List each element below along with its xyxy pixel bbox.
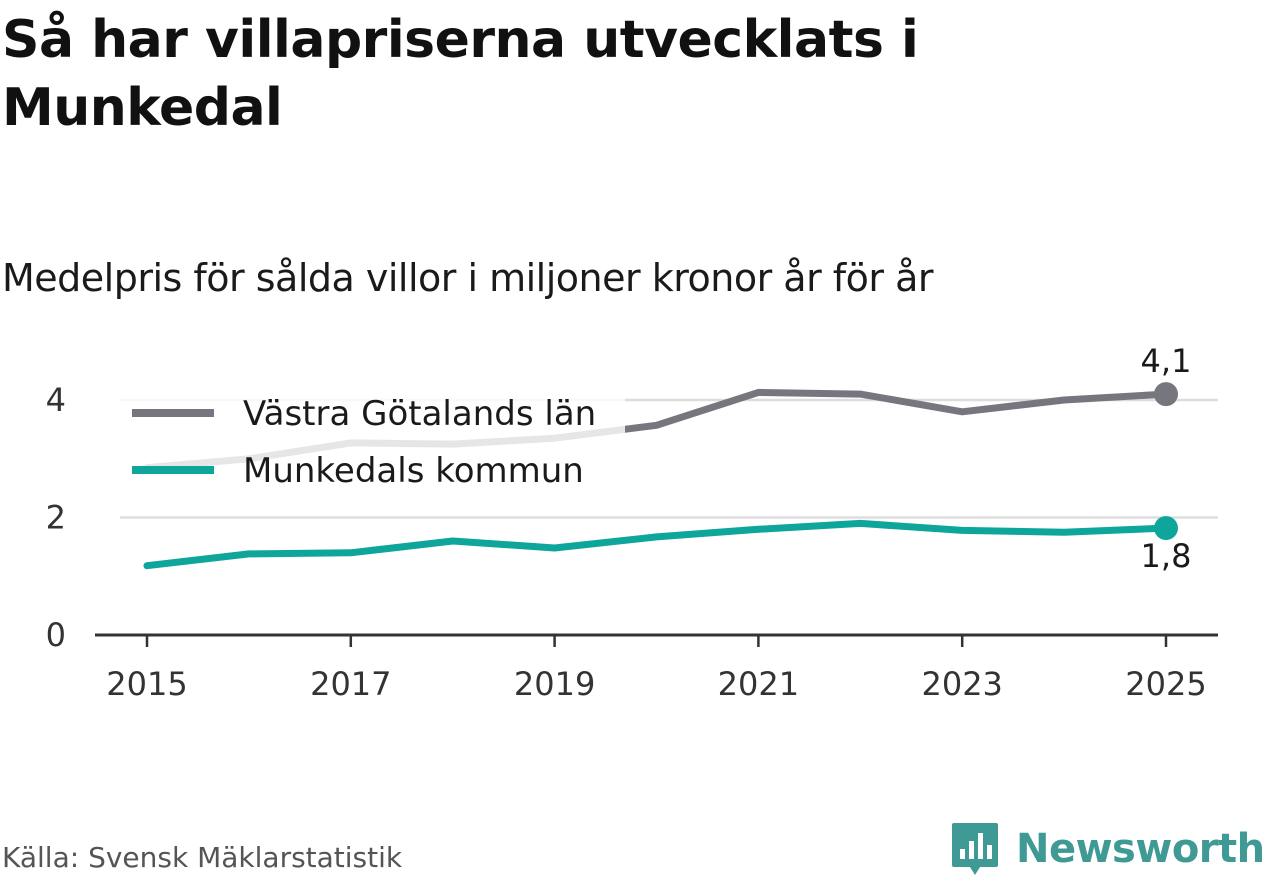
- end-label-2: 1,8: [1141, 537, 1192, 575]
- chart-title: Så har villapriserna utvecklats i Munked…: [2, 10, 919, 138]
- series-line-2: [143, 519, 1170, 570]
- newsworthy-logo-icon: [952, 823, 998, 875]
- y-tick-label-2: 2: [46, 499, 66, 537]
- y-tick-label-0: 0: [46, 616, 66, 654]
- x-tick-label-2021: 2021: [718, 665, 799, 703]
- legend-background: [120, 378, 625, 498]
- chart-subtitle: Medelpris för sålda villor i miljoner kr…: [2, 256, 934, 300]
- x-tick-label-2017: 2017: [310, 665, 391, 703]
- newsworthy-logo: Newsworthy: [950, 820, 1262, 878]
- x-tick-label-2023: 2023: [921, 665, 1002, 703]
- x-tick-label-2025: 2025: [1125, 665, 1206, 703]
- newsworthy-wordmark: Newsworthy: [1016, 826, 1262, 872]
- legend-label-2: Munkedals kommun: [243, 451, 584, 491]
- y-tick-label-4: 4: [46, 381, 66, 419]
- source-note: Källa: Svensk Mäklarstatistik: [2, 841, 403, 874]
- legend-label-1: Västra Götalands län: [243, 394, 596, 434]
- end-label-1: 4,1: [1141, 342, 1192, 380]
- end-marker-1: [1154, 382, 1178, 407]
- x-tick-label-2015: 2015: [106, 665, 187, 703]
- end-marker-2: [1154, 516, 1178, 541]
- x-tick-label-2019: 2019: [514, 665, 595, 703]
